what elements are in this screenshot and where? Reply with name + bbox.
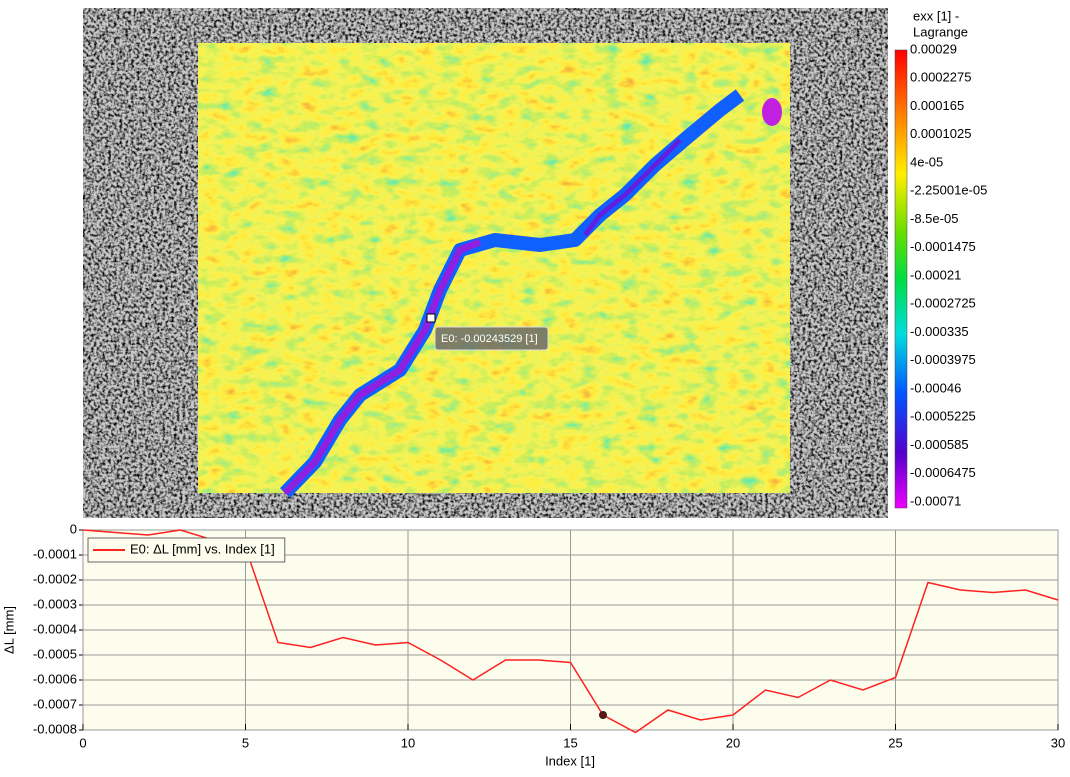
colorbar-label: -0.0005225 — [910, 409, 976, 424]
colorbar-label: 4e-05 — [910, 154, 943, 169]
y-tick-label: -0.0001 — [33, 546, 77, 561]
colorbar-gradient — [895, 50, 907, 508]
colorbar-label: -0.0002725 — [910, 296, 976, 311]
y-tick-label: -0.0006 — [33, 671, 77, 686]
y-tick-label: -0.0002 — [33, 571, 77, 586]
x-tick-label: 5 — [242, 735, 249, 750]
x-axis-label: Index [1] — [545, 753, 595, 768]
colorbar-label: -0.0006475 — [910, 465, 976, 480]
y-tick-label: -0.0008 — [33, 721, 77, 736]
colorbar-label: 0.00029 — [910, 41, 957, 56]
x-tick-label: 0 — [79, 735, 86, 750]
colorbar-label: -2.25001e-05 — [910, 183, 987, 198]
y-tick-label: -0.0004 — [33, 621, 77, 636]
colorbar-label: -0.0003975 — [910, 352, 976, 367]
colorbar: exx [1] - Lagrange 0.00029 0.0002275 0.000… — [895, 8, 987, 508]
page: E0: -0.00243529 [1] exx [1] - Lagrange 0… — [0, 0, 1070, 772]
specimen-image: E0: -0.00243529 [1] — [83, 8, 888, 518]
colorbar-label: -8.5e-05 — [910, 211, 958, 226]
colorbar-label: 0.0001025 — [910, 126, 971, 141]
y-axis-label: ΔL [mm] — [1, 606, 16, 654]
colorbar-label: -0.0001475 — [910, 239, 976, 254]
x-tick-label: 10 — [401, 735, 415, 750]
point-marker — [427, 314, 435, 322]
colorbar-label: -0.00046 — [910, 380, 961, 395]
x-tick-label: 25 — [888, 735, 902, 750]
x-tick-label: 15 — [563, 735, 577, 750]
colorbar-label: -0.000335 — [910, 324, 969, 339]
chart: Index [1] ΔL [mm] 0 -0.0001 -0.0002 -0.0003… — [1, 521, 1065, 768]
y-tick-label: -0.0003 — [33, 596, 77, 611]
colorbar-label: -0.000585 — [910, 437, 969, 452]
strain-field — [198, 43, 790, 493]
colorbar-title: exx [1] - — [913, 8, 959, 23]
colorbar-label: 0.000165 — [910, 98, 964, 113]
spot — [762, 98, 782, 126]
tooltip: E0: -0.00243529 [1] — [441, 333, 538, 345]
colorbar-label: -0.00071 — [910, 493, 961, 508]
y-tick-label: -0.0005 — [33, 646, 77, 661]
colorbar-title: Lagrange — [913, 24, 968, 39]
x-tick-label: 20 — [726, 735, 740, 750]
x-tick-label: 30 — [1051, 735, 1065, 750]
colorbar-label: -0.00021 — [910, 267, 961, 282]
y-tick-label: 0 — [70, 521, 77, 536]
y-tick-label: -0.0007 — [33, 696, 77, 711]
colorbar-label: 0.0002275 — [910, 70, 971, 85]
legend-label: E0: ΔL [mm] vs. Index [1] — [130, 541, 275, 556]
highlight-point — [600, 712, 607, 719]
legend: E0: ΔL [mm] vs. Index [1] — [88, 538, 285, 562]
